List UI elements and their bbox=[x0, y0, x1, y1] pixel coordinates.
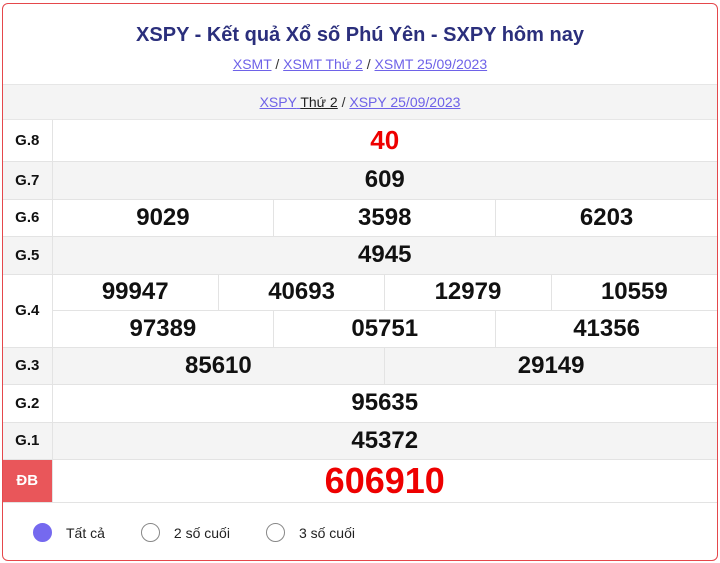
prize-label: G.5 bbox=[3, 236, 53, 275]
prize-value: 12979 bbox=[384, 274, 550, 310]
row-g1: G.1 45372 bbox=[3, 422, 717, 460]
row-g6: G.6 9029 3598 6203 bbox=[3, 199, 717, 237]
digit-filter: Tất cả 2 số cuối 3 số cuối bbox=[3, 503, 717, 561]
special-prize-value: 606910 bbox=[52, 459, 717, 503]
filter-all[interactable]: Tất cả bbox=[33, 523, 105, 542]
prize-label: G.8 bbox=[3, 120, 53, 162]
breadcrumb-xsmt-weekday[interactable]: XSMT Thứ 2 bbox=[283, 56, 363, 72]
row-g2: G.2 95635 bbox=[3, 384, 717, 423]
link-text: XSPY bbox=[259, 94, 297, 110]
prize-value: 9029 bbox=[136, 203, 190, 231]
prize-value: 609 bbox=[52, 161, 717, 200]
prize-value: 45372 bbox=[52, 422, 717, 460]
row-g5: G.5 4945 bbox=[3, 236, 717, 275]
radio-icon[interactable] bbox=[265, 523, 285, 542]
link-text-weekday: Thứ 2 bbox=[300, 94, 338, 110]
prize-label: G.6 bbox=[3, 199, 53, 237]
prize-label: G.7 bbox=[3, 161, 53, 200]
results-table: G.8 40 G.7 609 G.6 9029 3598 6203 G.5 4945 G.4… bbox=[3, 120, 717, 503]
prize-value: 29149 bbox=[384, 347, 717, 384]
prize-value: 40693 bbox=[217, 274, 384, 310]
prize-value: 41356 bbox=[495, 310, 717, 347]
prize-label: ĐB bbox=[3, 459, 53, 503]
prize-value: 97389 bbox=[129, 314, 197, 342]
row-g4: G.4 99947 40693 12979 10559 97389 05751 41356 bbox=[3, 274, 717, 348]
link-xspy-weekday[interactable]: XSPY Thứ 2 bbox=[260, 94, 338, 110]
radio-icon[interactable] bbox=[140, 523, 160, 542]
prize-value: 99947 bbox=[101, 278, 169, 305]
prize-value: 40 bbox=[52, 120, 717, 162]
sub-links: XSPY Thứ 2 / XSPY 25/09/2023 bbox=[3, 84, 717, 120]
prize-value: 05751 bbox=[273, 310, 495, 347]
row-g7: G.7 609 bbox=[3, 161, 717, 200]
radio-selected-icon[interactable] bbox=[33, 523, 52, 542]
prize-value: 6203 bbox=[495, 199, 717, 236]
row-special: ĐB 606910 bbox=[3, 459, 717, 503]
filter-label: Tất cả bbox=[66, 524, 105, 541]
prize-label: G.2 bbox=[3, 384, 53, 423]
filter-label: 2 số cuối bbox=[173, 524, 230, 541]
breadcrumb: XSMT / XSMT Thứ 2 / XSMT 25/09/2023 bbox=[232, 56, 488, 72]
prize-value: 10559 bbox=[550, 274, 717, 310]
filter-last-2[interactable]: 2 số cuối bbox=[140, 523, 230, 542]
page-title: XSPY - Kết quả Xổ số Phú Yên - SXPY hôm … bbox=[136, 24, 584, 46]
row-g8: G.8 40 bbox=[3, 120, 717, 162]
filter-label: 3 số cuối bbox=[298, 524, 355, 541]
prize-value: 3598 bbox=[273, 199, 495, 236]
breadcrumb-xsmt[interactable]: XSMT bbox=[232, 56, 272, 72]
results-panel: XSPY - Kết quả Xổ số Phú Yên - SXPY hôm … bbox=[2, 3, 718, 561]
breadcrumb-xsmt-date[interactable]: XSMT 25/09/2023 bbox=[374, 56, 488, 72]
prize-value: 4945 bbox=[52, 236, 717, 275]
filter-last-3[interactable]: 3 số cuối bbox=[265, 523, 355, 542]
prize-value: 85610 bbox=[185, 351, 252, 379]
prize-label: G.4 bbox=[3, 274, 53, 348]
link-xspy-date[interactable]: XSPY 25/09/2023 bbox=[349, 94, 461, 110]
prize-value: 95635 bbox=[52, 384, 717, 423]
row-g3: G.3 85610 29149 bbox=[3, 347, 717, 385]
prize-label: G.1 bbox=[3, 422, 53, 460]
prize-label: G.3 bbox=[3, 347, 53, 385]
